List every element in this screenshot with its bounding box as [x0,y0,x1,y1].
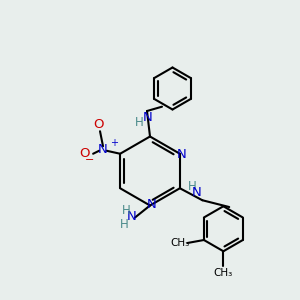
Text: H: H [120,218,129,231]
Text: N: N [191,186,201,199]
Text: CH₃: CH₃ [170,238,190,248]
Text: O: O [79,147,89,160]
Text: +: + [110,138,118,148]
Text: CH₃: CH₃ [214,268,233,278]
Text: −: − [85,155,94,165]
Text: N: N [176,148,186,161]
Text: H: H [122,204,130,218]
Text: N: N [98,143,108,156]
Text: H: H [135,116,144,129]
Text: O: O [93,118,104,131]
Text: N: N [127,210,136,223]
Text: N: N [143,111,152,124]
Text: H: H [188,180,196,193]
Text: N: N [147,198,156,211]
